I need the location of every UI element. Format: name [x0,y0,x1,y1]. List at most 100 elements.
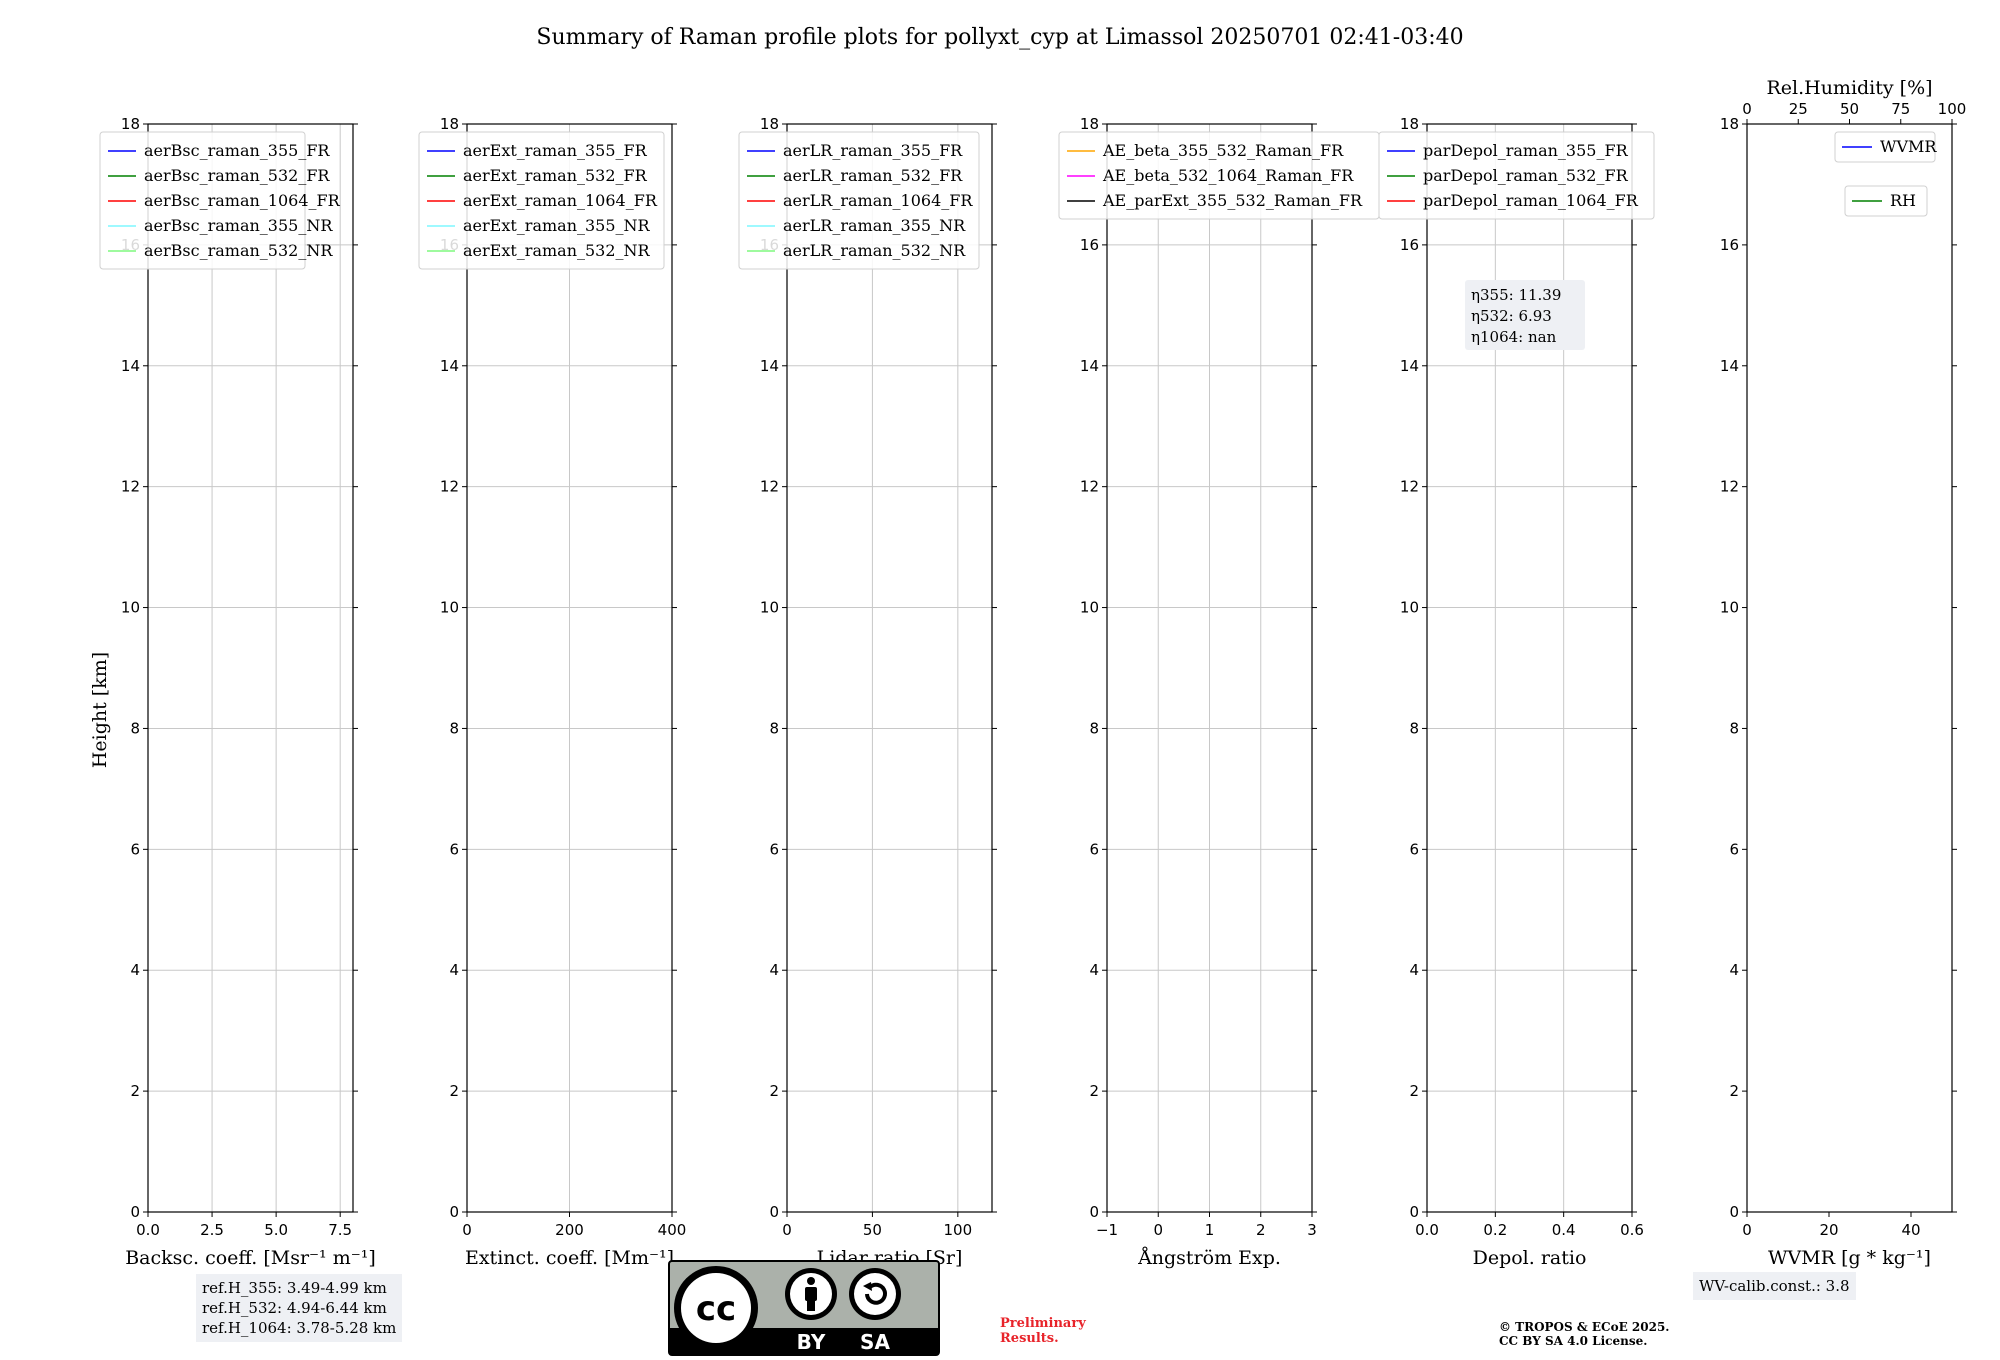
x-tick-label: 0 [1153,1221,1163,1239]
x-tick-label: 3 [1307,1221,1317,1239]
annotation-box [1465,280,1585,350]
panel-3: 024681012141618050100Lidar ratio [Sr]aer… [738,115,997,1269]
preliminary-line-2: Results. [1000,1331,1059,1346]
x-tick-label: 0.0 [1415,1221,1439,1239]
y-tick-label: 0 [769,1203,779,1221]
legend-entry: aerExt_raman_1064_FR [463,191,658,210]
y-tick-label: 4 [1089,961,1099,979]
preliminary-line-1: Preliminary [1000,1316,1086,1331]
y-tick-label: 12 [1720,478,1739,496]
y-tick-label: 14 [1080,357,1099,375]
preliminary-note: Preliminary Results. [1000,1316,1086,1346]
y-tick-label: 2 [1089,1082,1099,1100]
x-tick-label: 2.5 [200,1221,224,1239]
x-axis-label: Ångström Exp. [1137,1247,1281,1269]
y-tick-label: 6 [769,840,779,858]
ref-height-box: ref.H_355: 3.49-4.99 km ref.H_532: 4.94-… [196,1274,403,1342]
by-attribution-icon [785,1268,837,1320]
legend-entry: parDepol_raman_355_FR [1423,141,1629,160]
x-tick-label: 0 [782,1221,792,1239]
ref-height-355: ref.H_355: 3.49-4.99 km [202,1279,387,1297]
legend-entry: aerLR_raman_532_NR [783,241,966,260]
y-tick-label: 16 [1720,236,1739,254]
y-tick-label: 2 [1409,1082,1419,1100]
legend-entry: AE_beta_355_532_Raman_FR [1102,141,1344,160]
legend-entry: aerLR_raman_532_FR [783,166,963,185]
legend-entry: aerBsc_raman_355_NR [144,216,333,235]
y-tick-label: 8 [449,719,459,737]
y-tick-label: 10 [1080,599,1099,617]
top-x-tick-label: 75 [1891,100,1910,118]
y-tick-label: 18 [1400,115,1419,133]
legend-entry: aerBsc_raman_532_NR [144,241,333,260]
y-tick-label: 4 [1729,961,1739,979]
y-tick-label: 8 [1089,719,1099,737]
y-tick-label: 12 [440,478,459,496]
x-tick-label: 7.5 [328,1221,352,1239]
x-tick-label: 0 [462,1221,472,1239]
top-x-tick-label: 100 [1938,100,1967,118]
y-tick-label: 10 [121,599,140,617]
x-axis-label: Depol. ratio [1473,1247,1587,1269]
x-tick-label: 40 [1901,1221,1920,1239]
axes-frame [147,123,354,1213]
annotation-line: η532: 6.93 [1471,307,1552,325]
x-tick-label: 0.0 [136,1221,160,1239]
x-tick-label: 0.6 [1620,1221,1644,1239]
legend: parDepol_raman_355_FR parDepol_raman_532_… [1378,131,1655,220]
by-label: BY [797,1330,826,1354]
eta-annotation: η355: 11.39 η532: 6.93 η1064: nan [1465,280,1585,350]
y-tick-label: 18 [1080,115,1099,133]
y-tick-label: 0 [449,1203,459,1221]
top-x-tick-label: 50 [1840,100,1859,118]
y-tick-label: 12 [760,478,779,496]
x-tick-label: 50 [863,1221,882,1239]
cc-by-sa-logo: cc BY SA [668,1260,940,1356]
cc-icon-text: cc [696,1289,736,1329]
legend-entry: aerLR_raman_355_NR [783,216,966,235]
x-tick-label: −1 [1096,1221,1118,1239]
sa-label: SA [860,1330,890,1354]
y-tick-label: 14 [1400,357,1419,375]
wv-calib-text: WV-calib.const.: 3.8 [1699,1277,1850,1295]
legend-entry: aerLR_raman_1064_FR [783,191,973,210]
y-tick-label: 18 [121,115,140,133]
top-x-axis-label: Rel.Humidity [%] [1766,77,1932,99]
legend-entry: aerBsc_raman_532_FR [144,166,330,185]
legend-frame [1834,131,1936,163]
y-tick-label: 16 [1400,236,1419,254]
panel-2: 0246810121416180200400Extinct. coeff. [M… [418,115,686,1269]
ref-height-532: ref.H_532: 4.94-6.44 km [202,1299,387,1317]
annotation-line: η355: 11.39 [1471,286,1561,304]
y-tick-label: 14 [1720,357,1739,375]
x-tick-label: 200 [555,1221,584,1239]
y-tick-label: 8 [130,719,140,737]
y-tick-label: 12 [1080,478,1099,496]
x-tick-label: 2 [1256,1221,1266,1239]
legend: WVMR RH [1834,131,1937,217]
y-tick-label: 2 [449,1082,459,1100]
y-tick-label: 10 [1400,599,1419,617]
y-tick-label: 8 [1729,719,1739,737]
legend-entry: parDepol_raman_1064_FR [1423,191,1639,210]
x-tick-label: 0.2 [1483,1221,1507,1239]
y-tick-label: 10 [1720,599,1739,617]
x-tick-label: 100 [944,1221,973,1239]
y-tick-label: 2 [130,1082,140,1100]
ref-height-1064: ref.H_1064: 3.78-5.28 km [202,1319,397,1337]
y-tick-label: 6 [1729,840,1739,858]
legend-entry: aerExt_raman_532_NR [463,241,651,260]
legend-frame [1378,131,1655,220]
y-tick-label: 4 [130,961,140,979]
legend-entry: aerBsc_raman_1064_FR [144,191,341,210]
legend-entry: RH [1890,191,1916,210]
y-tick-label: 12 [1400,478,1419,496]
y-tick-label: 0 [1729,1203,1739,1221]
legend-entry: aerBsc_raman_355_FR [144,141,330,160]
top-x-tick-label: 0 [1742,100,1752,118]
top-x-tick-label: 25 [1789,100,1808,118]
axes-frame [1746,123,1953,1213]
